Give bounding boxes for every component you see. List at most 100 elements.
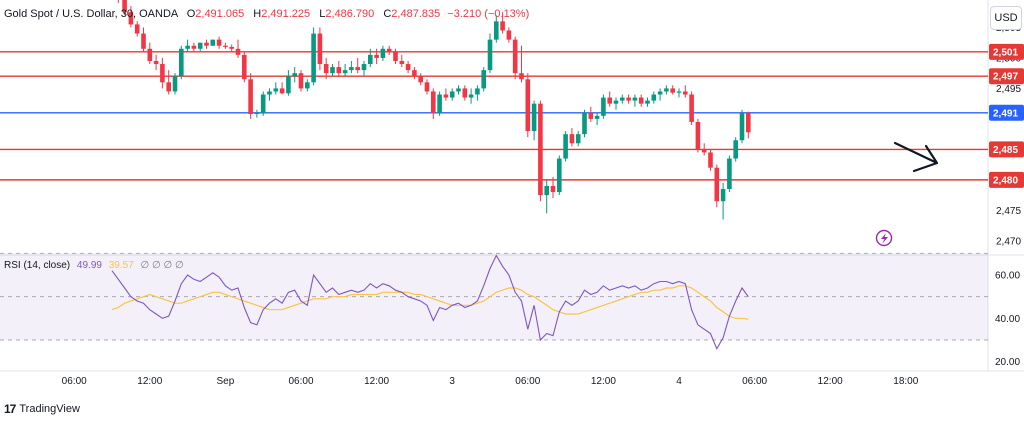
candle[interactable] <box>733 137 738 162</box>
candle[interactable] <box>651 91 657 104</box>
candle[interactable] <box>481 67 486 92</box>
candle[interactable] <box>116 0 121 4</box>
candle[interactable] <box>708 149 713 171</box>
candle[interactable] <box>569 128 575 147</box>
candle[interactable] <box>689 91 694 125</box>
candle[interactable] <box>701 143 707 156</box>
lightning-icon[interactable] <box>875 229 893 247</box>
rsi-axis[interactable]: 60.00 40.00 20.00 <box>995 271 1020 369</box>
candle[interactable] <box>223 42 228 49</box>
candle[interactable] <box>185 39 190 52</box>
candle[interactable] <box>695 118 701 153</box>
candle[interactable] <box>720 182 726 220</box>
candle[interactable] <box>393 48 398 65</box>
candle[interactable] <box>613 97 619 110</box>
candle[interactable] <box>620 94 625 104</box>
candle[interactable] <box>197 42 203 52</box>
candle[interactable] <box>418 73 423 86</box>
candle[interactable] <box>683 85 688 98</box>
candle[interactable] <box>298 70 304 92</box>
candle[interactable] <box>456 85 461 95</box>
candle[interactable] <box>355 57 360 74</box>
candle[interactable] <box>626 94 631 104</box>
rsi-ma-line[interactable] <box>111 285 749 320</box>
candle[interactable] <box>449 88 455 101</box>
candle[interactable] <box>292 67 297 83</box>
candle[interactable] <box>330 64 335 77</box>
candle[interactable] <box>664 85 669 95</box>
candle[interactable] <box>531 100 537 141</box>
candle[interactable] <box>191 42 197 52</box>
candle[interactable] <box>368 48 373 68</box>
candle[interactable] <box>607 91 612 107</box>
candle[interactable] <box>557 155 562 196</box>
candle[interactable] <box>380 45 386 61</box>
candle[interactable] <box>361 60 367 77</box>
candle[interactable] <box>342 64 348 77</box>
candle[interactable] <box>122 0 127 16</box>
candle[interactable] <box>506 27 512 43</box>
candle[interactable] <box>204 39 209 49</box>
candle[interactable] <box>386 45 392 55</box>
candles[interactable] <box>110 0 751 220</box>
tradingview-brand[interactable]: 17 TradingView <box>4 402 80 416</box>
currency-button[interactable]: USD <box>990 6 1022 30</box>
rsi-line[interactable] <box>111 254 749 350</box>
candle[interactable] <box>160 57 165 89</box>
time-axis[interactable]: 06:00 12:00 Sep 06:00 12:00 3 06:00 12:00 4 06:00… <box>62 376 919 387</box>
candle[interactable] <box>657 88 663 101</box>
price-axis[interactable]: 2,5052,5002,4952,4752,4702,5012,4972,491… <box>989 23 1024 247</box>
candle[interactable] <box>645 97 650 107</box>
candle[interactable] <box>632 94 638 107</box>
candle[interactable] <box>405 60 411 74</box>
candle[interactable] <box>349 60 354 74</box>
candle[interactable] <box>594 112 600 125</box>
candle[interactable] <box>172 73 178 95</box>
level-tag-2497[interactable]: 2,497 <box>989 68 1024 85</box>
candle[interactable] <box>475 85 480 101</box>
candle[interactable] <box>468 88 474 104</box>
candle[interactable] <box>638 94 644 107</box>
candle[interactable] <box>374 48 379 65</box>
candle[interactable] <box>550 176 556 199</box>
candle[interactable] <box>254 109 260 118</box>
candle[interactable] <box>727 155 732 193</box>
candle[interactable] <box>267 88 272 101</box>
candle[interactable] <box>248 73 253 119</box>
candle[interactable] <box>279 82 285 95</box>
candle[interactable] <box>412 67 417 80</box>
candle[interactable] <box>286 70 291 96</box>
candle[interactable] <box>399 54 405 68</box>
candle[interactable] <box>676 88 682 98</box>
candle[interactable] <box>273 82 279 95</box>
candle[interactable] <box>336 60 342 77</box>
candle[interactable] <box>317 27 323 71</box>
candle[interactable] <box>601 94 606 119</box>
candle[interactable] <box>323 57 329 80</box>
candle[interactable] <box>134 21 140 37</box>
candle[interactable] <box>494 15 499 43</box>
level-tag-2501[interactable]: 2,501 <box>989 43 1024 60</box>
candle[interactable] <box>311 27 316 86</box>
candle[interactable] <box>582 109 587 138</box>
candle[interactable] <box>260 91 266 116</box>
candle[interactable] <box>153 54 159 71</box>
candle[interactable] <box>128 6 134 28</box>
rsi-title[interactable]: RSI (14, close) <box>4 260 71 271</box>
candle[interactable] <box>588 106 594 122</box>
symbol-title[interactable]: Gold Spot / U.S. Dollar, 30, OANDA <box>4 8 178 20</box>
candle[interactable] <box>147 42 153 65</box>
rsi-plot[interactable] <box>111 254 749 350</box>
level-tag-2491[interactable]: 2,491 <box>989 104 1024 121</box>
candle[interactable] <box>216 36 222 49</box>
level-tag-2485[interactable]: 2,485 <box>989 141 1024 158</box>
candle[interactable] <box>305 79 310 92</box>
candle[interactable] <box>512 36 518 80</box>
candle[interactable] <box>575 131 581 147</box>
candle[interactable] <box>746 111 751 139</box>
candle[interactable] <box>563 131 568 162</box>
candle[interactable] <box>670 85 675 95</box>
candle[interactable] <box>519 45 524 83</box>
candle[interactable] <box>235 39 241 58</box>
